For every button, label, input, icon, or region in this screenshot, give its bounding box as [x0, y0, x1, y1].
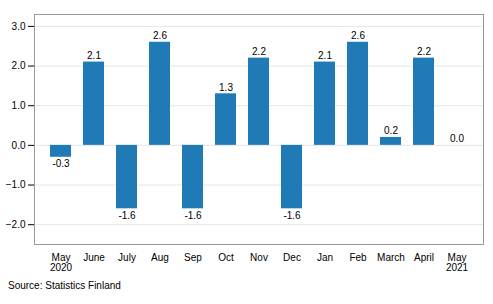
svg-text:April: April: [414, 252, 434, 263]
svg-text:2.1: 2.1: [318, 50, 332, 61]
svg-text:0.0: 0.0: [450, 133, 464, 144]
svg-text:Dec: Dec: [283, 252, 301, 263]
svg-text:−1.0: −1.0: [6, 179, 26, 190]
svg-text:Nov: Nov: [250, 252, 268, 263]
svg-text:2.6: 2.6: [153, 30, 167, 41]
svg-text:Feb: Feb: [349, 252, 367, 263]
svg-text:May2021: May2021: [446, 252, 469, 273]
svg-text:0.0: 0.0: [12, 140, 26, 151]
svg-text:2.2: 2.2: [417, 46, 431, 57]
svg-text:2.1: 2.1: [87, 50, 101, 61]
svg-text:2.6: 2.6: [351, 30, 365, 41]
svg-text:2.2: 2.2: [252, 46, 266, 57]
svg-text:1.0: 1.0: [12, 100, 26, 111]
svg-text:Sep: Sep: [184, 252, 202, 263]
svg-text:1.3: 1.3: [219, 82, 233, 93]
svg-text:Oct: Oct: [218, 252, 234, 263]
svg-text:July: July: [118, 252, 136, 263]
svg-text:Aug: Aug: [151, 252, 169, 263]
svg-text:-1.6: -1.6: [118, 210, 136, 221]
svg-text:3.0: 3.0: [12, 21, 26, 32]
svg-text:-0.3: -0.3: [52, 158, 70, 169]
svg-text:March: March: [377, 252, 405, 263]
html-text:Source: Statistics Finland: Source: Statistics Finland: [8, 280, 121, 291]
svg-text:-1.6: -1.6: [184, 210, 202, 221]
svg-text:June: June: [83, 252, 105, 263]
svg-text:0.2: 0.2: [384, 125, 398, 136]
svg-text:−2.0: −2.0: [6, 219, 26, 230]
svg-text:2.0: 2.0: [12, 60, 26, 71]
svg-text:Jan: Jan: [317, 252, 333, 263]
svg-text:May2020: May2020: [50, 252, 73, 273]
svg-text:-1.6: -1.6: [283, 210, 301, 221]
